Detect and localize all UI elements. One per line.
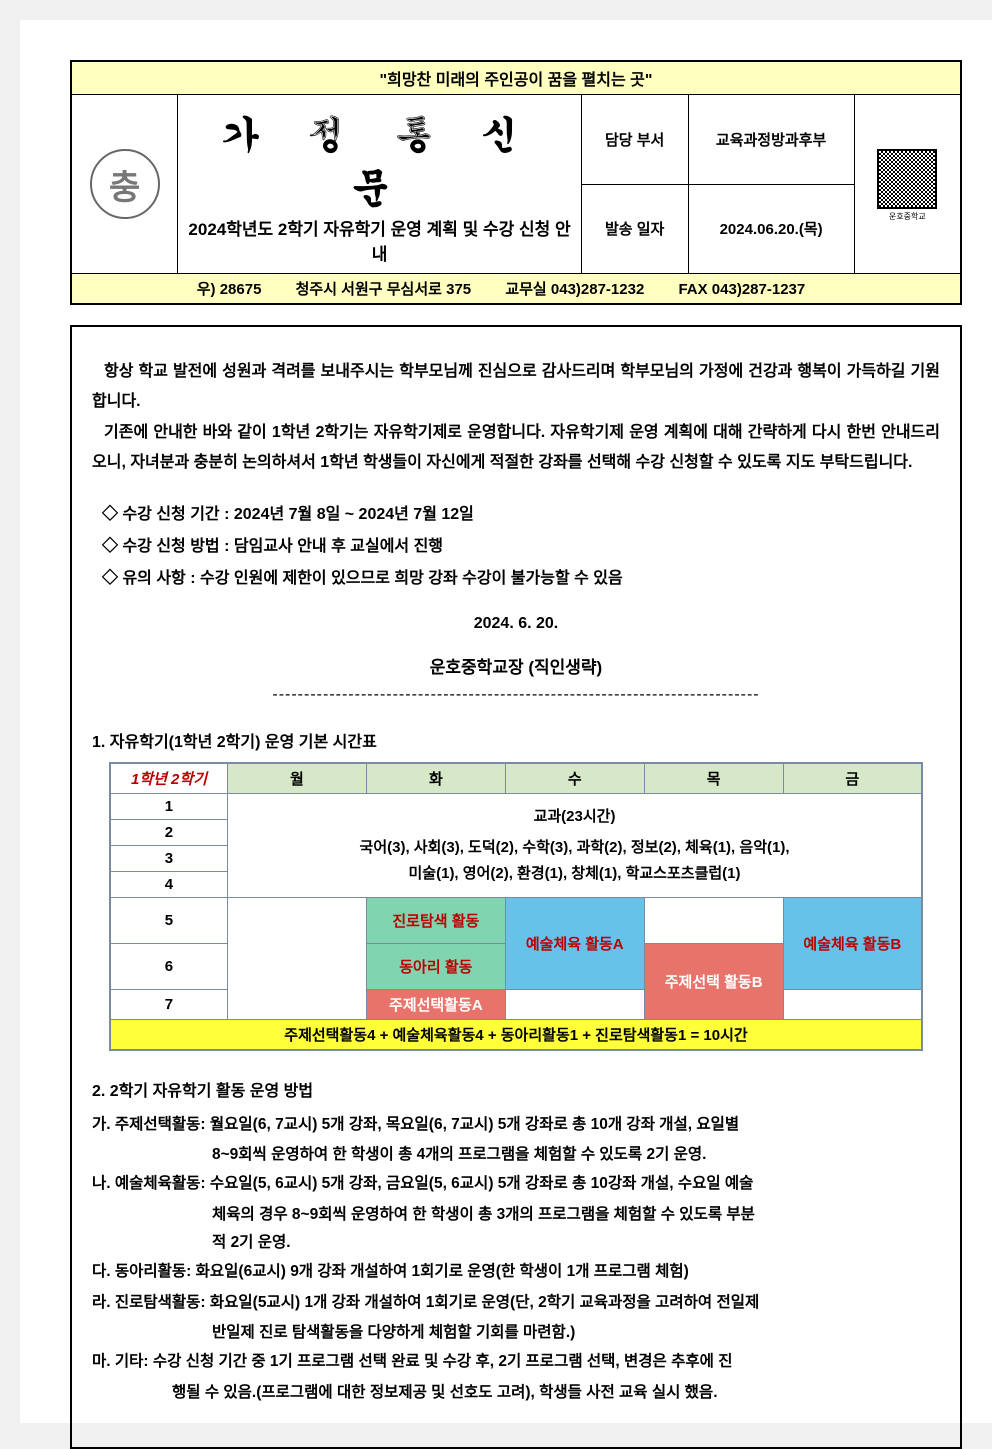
send-date-label: 발송 일자	[581, 184, 688, 274]
tt-corner: 1학년 2학기	[110, 763, 228, 794]
qr-cell: 운호중학교	[854, 95, 961, 274]
method-na-cont2: 적 2기 운영.	[212, 1229, 940, 1258]
banner-motto: "희망찬 미래의 주인공이 꿈을 펼치는 곳"	[71, 61, 961, 95]
document-subtitle: 2024학년도 2학기 자유학기 운영 계획 및 수강 신청 안내	[184, 215, 574, 269]
postal-code: 우) 28675	[197, 281, 262, 298]
office-phone: 교무실 043)287-1232	[505, 281, 644, 298]
tt-period-4: 4	[110, 871, 228, 897]
tt-subjects-line2: 미술(1), 영어(2), 환경(1), 창체(1), 학교스포츠클럽(1)	[230, 861, 919, 887]
method-ra-cont: 반일제 진로 탐색활동을 다양하게 체험할 기회를 마련함.)	[212, 1319, 940, 1348]
tt-art-activity-a: 예술체육 활동A	[505, 897, 644, 989]
qr-code-icon	[877, 149, 937, 209]
method-ma: 마. 기타: 수강 신청 기간 중 1기 프로그램 선택 완료 및 수강 후, …	[118, 1348, 940, 1377]
tt-period-1: 1	[110, 793, 228, 819]
content-box: 항상 학교 발전에 성원과 격려를 보내주시는 학부모님께 진심으로 감사드리며…	[70, 325, 962, 1449]
method-ga-cont: 8~9회씩 운영하여 한 학생이 총 4개의 프로그램을 체험할 수 있도록 2…	[212, 1141, 940, 1170]
tt-theme-b: 주제선택 활동B	[644, 943, 783, 1019]
tt-club-activity: 동아리 활동	[366, 943, 505, 989]
timetable: 1학년 2학기 월 화 수 목 금 1 교과(23시간) 국어(3), 사회(3…	[109, 762, 923, 1051]
method-na-cont1: 체육의 경우 8~9회씩 운영하여 한 학생이 총 3개의 프로그램을 체험할 …	[212, 1201, 940, 1230]
tt-subjects-block: 교과(23시간) 국어(3), 사회(3), 도덕(2), 수학(3), 과학(…	[227, 793, 922, 897]
tt-wed-blank-7	[505, 989, 644, 1019]
notice-date: 2024. 6. 20.	[92, 615, 940, 633]
tt-period-6: 6	[110, 943, 228, 989]
tt-subjects-title: 교과(23시간)	[230, 804, 919, 830]
document-page: "희망찬 미래의 주인공이 꿈을 펼치는 곳" 충 가 정 통 신 문 2024…	[20, 20, 992, 1423]
header-table: "희망찬 미래의 주인공이 꿈을 펼치는 곳" 충 가 정 통 신 문 2024…	[70, 60, 962, 305]
tt-day-mon: 월	[227, 763, 366, 794]
tt-day-tue: 화	[366, 763, 505, 794]
greeting-paragraph: 항상 학교 발전에 성원과 격려를 보내주시는 학부모님께 진심으로 감사드리며…	[92, 357, 940, 418]
notice-bullets: ◇ 수강 신청 기간 : 2024년 7월 8일 ~ 2024년 7월 12일 …	[102, 499, 940, 595]
tt-fri-blank-7	[783, 989, 922, 1019]
tt-day-fri: 금	[783, 763, 922, 794]
section1-title: 1. 자유학기(1학년 2학기) 운영 기본 시간표	[92, 728, 940, 752]
tt-theme-a: 주제선택활동A	[366, 989, 505, 1019]
document-title: 가 정 통 신 문	[184, 99, 574, 215]
methods-list: 가. 주제선택활동: 월요일(6, 7교시) 5개 강좌, 목요일(6, 7교시…	[92, 1111, 940, 1408]
fax-number: FAX 043)287-1237	[678, 281, 805, 298]
tt-period-2: 2	[110, 819, 228, 845]
qr-label: 운호중학교	[861, 211, 954, 222]
bullet-caution: ◇ 유의 사항 : 수강 인원에 제한이 있으므로 희망 강좌 수강이 불가능할…	[102, 563, 940, 595]
tt-career-activity: 진로탐색 활동	[366, 897, 505, 943]
intro-paragraph: 기존에 안내한 바와 같이 1학년 2학기는 자유학기제로 운영합니다. 자유학…	[92, 418, 940, 479]
method-ga: 가. 주제선택활동: 월요일(6, 7교시) 5개 강좌, 목요일(6, 7교시…	[118, 1111, 940, 1140]
tt-art-activity-b: 예술체육 활동B	[783, 897, 922, 989]
title-cell: 가 정 통 신 문 2024학년도 2학기 자유학기 운영 계획 및 수강 신청…	[178, 95, 581, 274]
tt-period-7: 7	[110, 989, 228, 1019]
dept-label: 담당 부서	[581, 95, 688, 185]
principal-signature: 운호중학교장 (직인생략)	[92, 653, 940, 678]
section2-title: 2. 2학기 자유학기 활동 운영 방법	[92, 1077, 940, 1101]
tt-summary-row: 주제선택활동4 + 예술체육활동4 + 동아리활동1 + 진로탐색활동1 = 1…	[110, 1019, 922, 1050]
tt-period-3: 3	[110, 845, 228, 871]
tt-day-thu: 목	[644, 763, 783, 794]
tt-thu-blank-5	[644, 897, 783, 943]
tt-mon-blank	[227, 897, 366, 1019]
address-text: 청주시 서원구 무심서로 375	[296, 281, 472, 298]
tt-subjects-line1: 국어(3), 사회(3), 도덕(2), 수학(3), 과학(2), 정보(2)…	[230, 835, 919, 861]
address-row: 우) 28675 청주시 서원구 무심서로 375 교무실 043)287-12…	[71, 274, 961, 305]
method-ra: 라. 진로탐색활동: 화요일(5교시) 1개 강좌 개설하여 1회기로 운영(단…	[118, 1289, 940, 1318]
bullet-period: ◇ 수강 신청 기간 : 2024년 7월 8일 ~ 2024년 7월 12일	[102, 499, 940, 531]
school-logo-cell: 충	[71, 95, 178, 274]
divider-line: ----------------------------------------…	[92, 686, 940, 704]
method-da: 다. 동아리활동: 화요일(6교시) 9개 강좌 개설하여 1회기로 운영(한 …	[118, 1258, 940, 1287]
school-logo-icon: 충	[90, 149, 160, 219]
dept-value: 교육과정방과후부	[688, 95, 854, 185]
tt-day-wed: 수	[505, 763, 644, 794]
method-na: 나. 예술체육활동: 수요일(5, 6교시) 5개 강좌, 금요일(5, 6교시…	[118, 1170, 940, 1199]
bullet-method: ◇ 수강 신청 방법 : 담임교사 안내 후 교실에서 진행	[102, 531, 940, 563]
send-date-value: 2024.06.20.(목)	[688, 184, 854, 274]
tt-period-5: 5	[110, 897, 228, 943]
